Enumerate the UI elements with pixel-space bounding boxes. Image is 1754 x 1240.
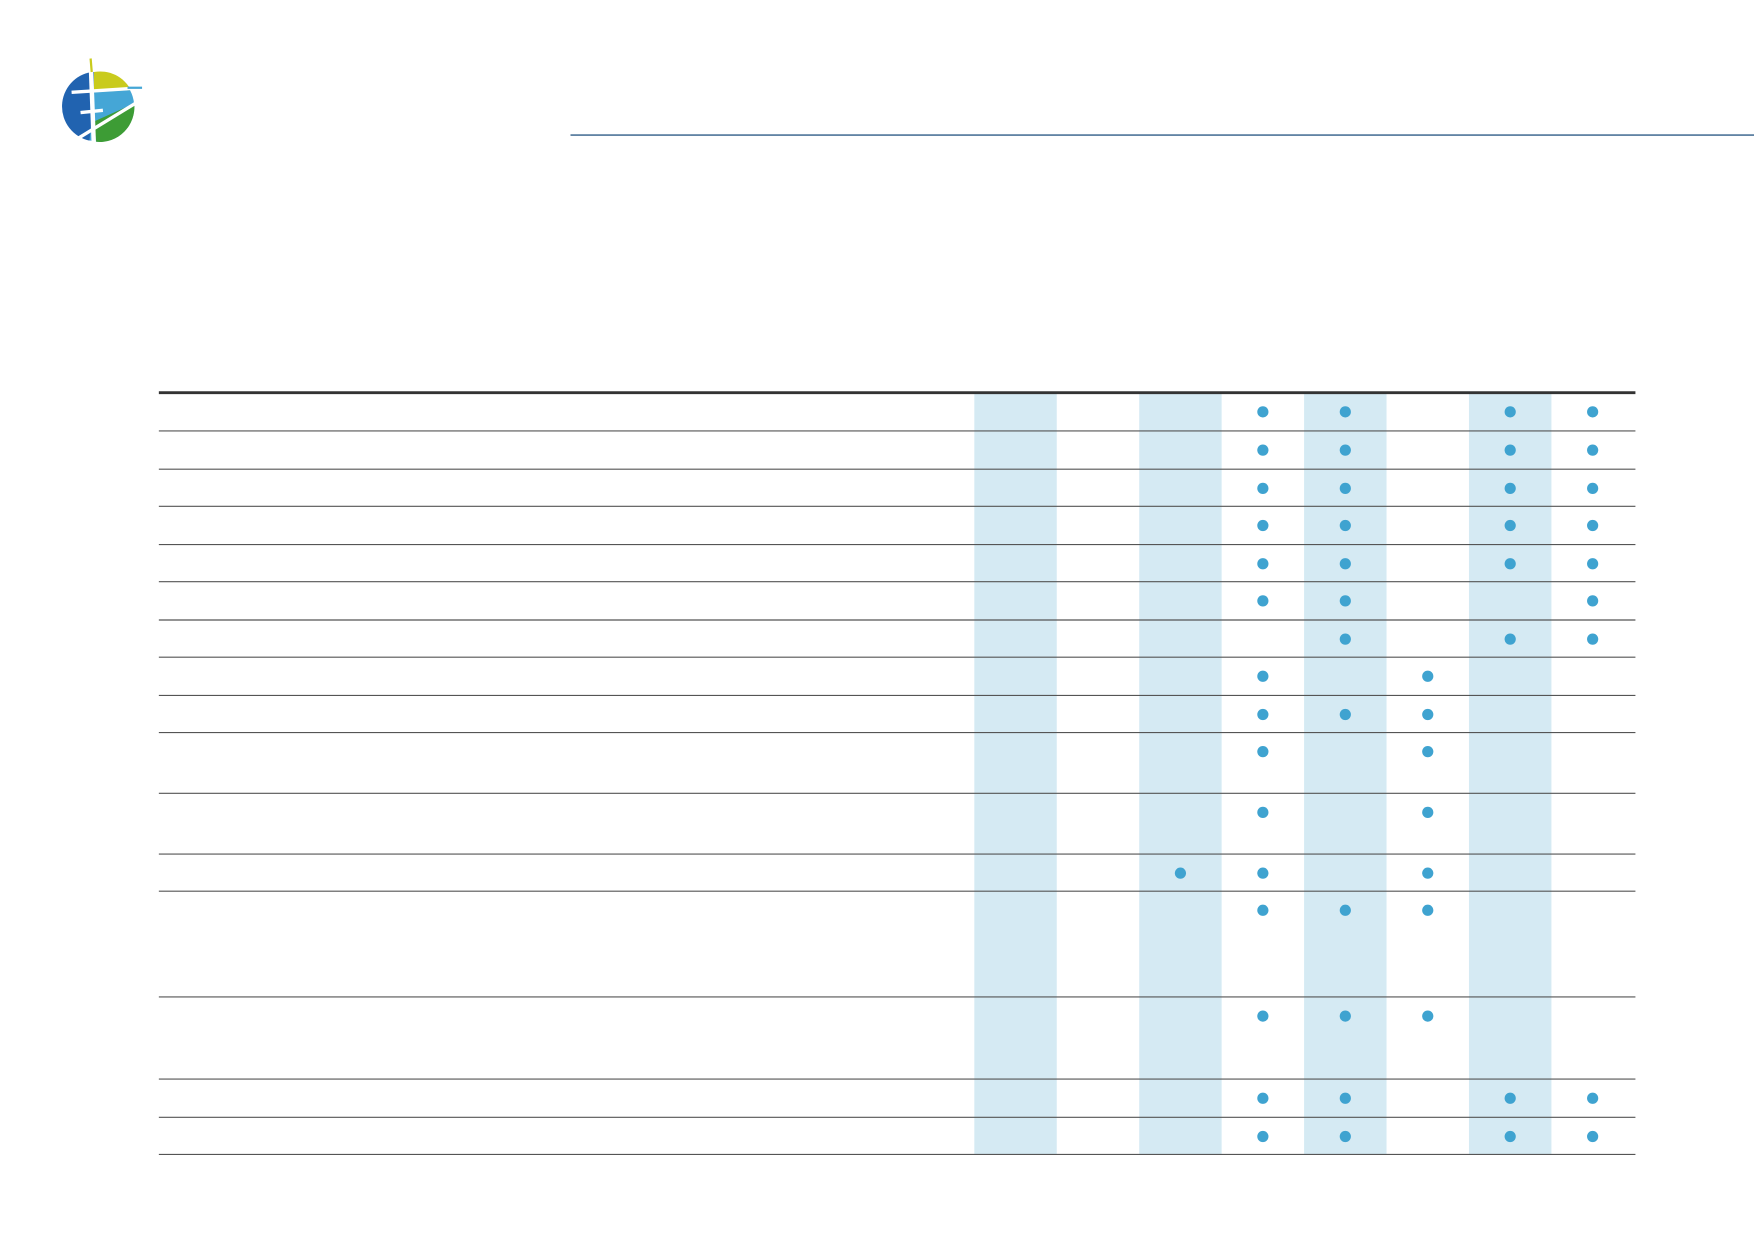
dot-marker bbox=[1504, 1130, 1516, 1143]
dot-marker bbox=[1587, 444, 1599, 456]
dot-marker bbox=[1339, 406, 1351, 418]
shaded-column bbox=[1468, 392, 1552, 1155]
dot-marker bbox=[1422, 867, 1434, 879]
dot-marker bbox=[1587, 1130, 1599, 1143]
dot-marker bbox=[1504, 519, 1516, 532]
dot-marker bbox=[1339, 1092, 1351, 1104]
dot-marker bbox=[1339, 558, 1351, 570]
dot-marker bbox=[1257, 746, 1269, 758]
dot-marker bbox=[1257, 670, 1269, 682]
dot-marker bbox=[1587, 406, 1599, 418]
dot-marker bbox=[1504, 444, 1516, 456]
dot-marker bbox=[1587, 519, 1599, 532]
dot-marker bbox=[1422, 670, 1434, 682]
table-grid bbox=[158, 391, 1636, 1156]
dot-marker bbox=[1257, 595, 1269, 607]
dot-marker bbox=[1504, 482, 1516, 494]
dot-marker bbox=[1257, 1130, 1269, 1143]
shaded-column bbox=[1139, 392, 1222, 1155]
dot-marker bbox=[1257, 1092, 1269, 1104]
dot-marker bbox=[1504, 406, 1516, 418]
dot-marker bbox=[1587, 633, 1599, 645]
dot-marker bbox=[1339, 595, 1351, 607]
shaded-column bbox=[1304, 392, 1387, 1155]
dot-marker bbox=[1587, 482, 1599, 494]
column-shading bbox=[974, 392, 1552, 1155]
dot-marker bbox=[1422, 708, 1434, 721]
dot-marker bbox=[1257, 444, 1269, 456]
dot-marker bbox=[1422, 806, 1434, 819]
dot-marker bbox=[1257, 806, 1269, 819]
dot-marker bbox=[1339, 482, 1351, 494]
dot-marker bbox=[1587, 595, 1599, 607]
dot-marker bbox=[1257, 482, 1269, 494]
dot-marker bbox=[1422, 1010, 1434, 1022]
dot-marker bbox=[1339, 1130, 1351, 1143]
dot-marker bbox=[1504, 558, 1516, 570]
dot-marker bbox=[1504, 633, 1516, 645]
dot-marker bbox=[1587, 558, 1599, 570]
dot-marker bbox=[1257, 558, 1269, 570]
dot-marker bbox=[1339, 1010, 1351, 1022]
dot-marker bbox=[1339, 633, 1351, 645]
dot-marker bbox=[1339, 519, 1351, 532]
dot-marker bbox=[1504, 1092, 1516, 1104]
dot-marker bbox=[1257, 904, 1269, 916]
dot-marker bbox=[1339, 904, 1351, 916]
dot-marker bbox=[1257, 406, 1269, 418]
dot-marker bbox=[1339, 708, 1351, 721]
dot-marker bbox=[1422, 904, 1434, 916]
dot-marker bbox=[1174, 867, 1187, 879]
dot-marker bbox=[1422, 746, 1434, 758]
dot-marker bbox=[1339, 444, 1351, 456]
dot-marker bbox=[1257, 867, 1269, 879]
dot-marker bbox=[1257, 519, 1269, 532]
logo bbox=[62, 58, 143, 149]
dot-marker bbox=[1587, 1092, 1599, 1104]
dot-marker bbox=[1257, 708, 1269, 721]
shaded-column bbox=[974, 392, 1057, 1155]
table-marks bbox=[1174, 406, 1599, 1143]
dot-marker bbox=[1257, 1010, 1269, 1022]
